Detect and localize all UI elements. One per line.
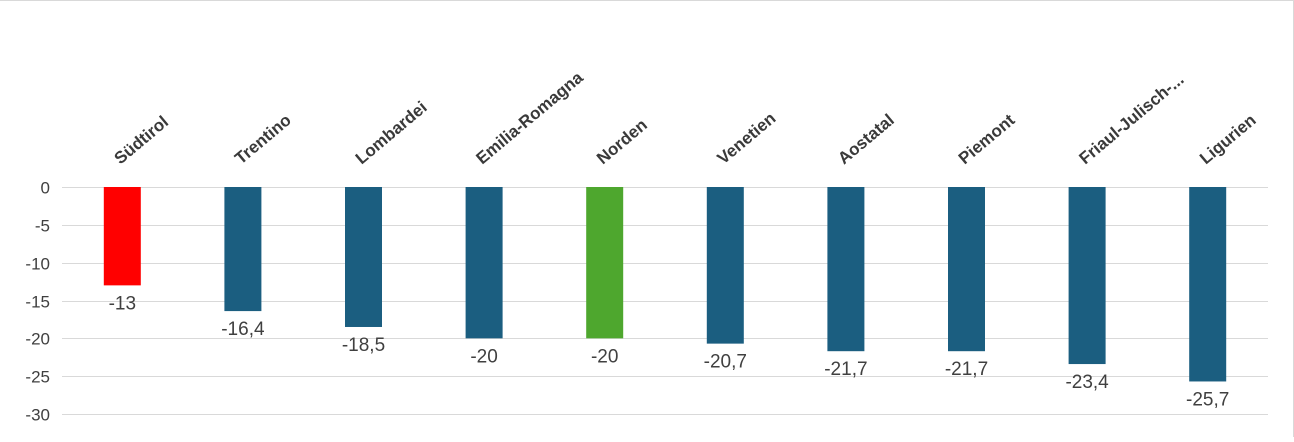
category-label: Lombardei [352,98,431,168]
y-tick-label: -15 [25,293,50,312]
category-labels: Südtirol Trentino Lombardei Emilia-Romagna N… [111,68,1260,169]
category-label: Norden [593,115,651,168]
y-tick-label: -20 [25,330,50,349]
bar [706,187,744,344]
bar [827,187,865,352]
data-labels: -13 -16,4 -18,5 -20 -20 -20,7 -21,7 -21,7 -23,4 -… [109,293,1230,410]
data-label: -18,5 [342,335,385,356]
data-label: -16,4 [221,319,265,340]
bar [586,187,624,339]
y-tick-label: -5 [35,217,50,236]
y-tick-label: 0 [41,179,50,198]
data-label: -21,7 [945,359,988,380]
data-label: -13 [109,293,136,314]
category-label: Piemont [955,110,1019,168]
bar [465,187,503,339]
data-label: -20 [591,346,618,367]
bar [103,187,141,286]
bar [948,187,985,352]
y-tick-label: -25 [25,368,50,387]
category-label: Südtirol [111,112,172,168]
data-label: -21,7 [824,359,867,380]
data-label: -23,4 [1065,372,1109,393]
grid-layer [62,187,1268,415]
category-label: Venetien [714,109,780,168]
category-label: Trentino [231,110,295,168]
data-label: -25,7 [1186,389,1229,410]
y-tick-label: -10 [25,255,50,274]
data-label: -20 [470,346,497,367]
category-label: Ligurien [1196,110,1260,168]
category-label: Aostatal [834,110,898,168]
y-tick-label: -30 [25,406,50,425]
bars [103,187,1227,382]
category-label: Friaul-Julisch-... [1075,70,1187,168]
bar [345,187,382,327]
data-label: -20,7 [704,352,747,373]
y-axis-ticks: 0 -5 -10 -15 -20 -25 -30 [25,179,50,425]
bar [224,187,262,312]
category-label: Emilia-Romagna [472,68,587,169]
bar [1189,187,1227,382]
bar [1068,187,1106,365]
